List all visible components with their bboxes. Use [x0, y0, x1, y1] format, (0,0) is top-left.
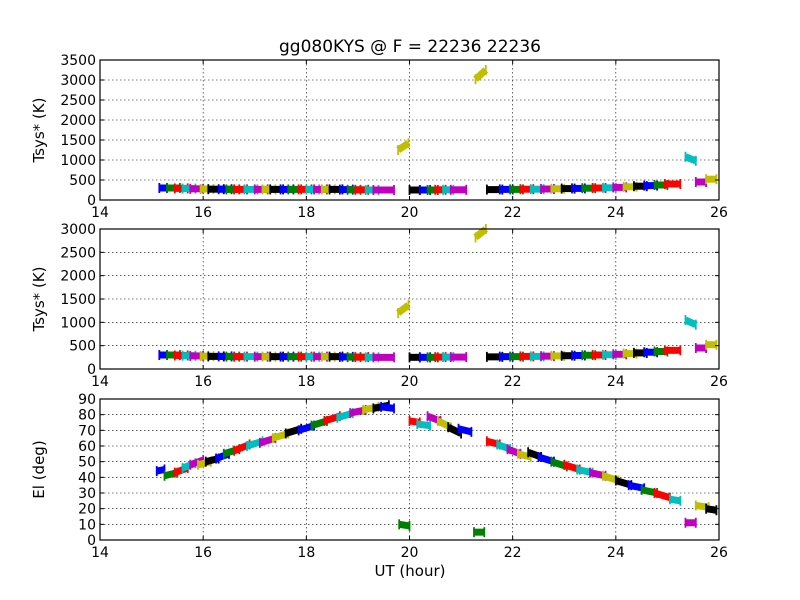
- data-segment: [156, 466, 166, 475]
- data-segment: [669, 495, 681, 505]
- y-tick-label: 70: [78, 423, 96, 439]
- data-segment: [473, 226, 489, 241]
- x-tick-label: 22: [504, 545, 522, 561]
- y-tick-label: 1000: [60, 315, 96, 331]
- data-segment: [380, 403, 395, 412]
- x-tick-label: 20: [401, 205, 419, 221]
- x-tick-label: 26: [710, 205, 728, 221]
- data-segment: [396, 140, 411, 153]
- x-tick-label: 24: [607, 545, 625, 561]
- data-segment: [473, 67, 489, 82]
- y-tick-label: 0: [87, 533, 96, 549]
- y-tick-label: 1500: [60, 292, 96, 308]
- panels: 14 16 18 20 22 24 2605001000150020002500300035…: [30, 53, 728, 561]
- x-tick-label: 22: [504, 374, 522, 390]
- y-tick-label: 1000: [60, 153, 96, 169]
- y-tick-label: 40: [78, 470, 96, 486]
- y-axis-label: Tsys* (K): [30, 267, 48, 333]
- chart-title: gg080KYS @ F = 22236 22236: [279, 37, 541, 57]
- data-segment: [457, 425, 473, 436]
- x-tick-label: 14: [91, 545, 109, 561]
- data-segment: [416, 420, 431, 430]
- y-tick-label: 30: [78, 486, 96, 502]
- x-axis-label: UT (hour): [375, 562, 446, 580]
- y-tick-label: 50: [78, 455, 96, 471]
- y-tick-label: 3500: [60, 53, 96, 69]
- x-tick-label: 16: [194, 545, 212, 561]
- y-tick-label: 2500: [60, 93, 96, 109]
- panel-2: 14 16 18 20 22 24 26 0 500 1000 1500 2000 2500 3000 Ts…: [30, 222, 728, 390]
- y-axis-label: El (deg): [30, 440, 48, 498]
- data-segment: [396, 302, 411, 316]
- x-tick-label: 20: [401, 545, 419, 561]
- data-segment: [705, 505, 717, 514]
- data-segment: [684, 153, 698, 165]
- x-tick-label: 20: [401, 374, 419, 390]
- y-tick-label: 90: [78, 392, 96, 408]
- y-tick-label: 3000: [60, 222, 96, 238]
- x-tick-label: 18: [297, 205, 315, 221]
- y-tick-label: 1500: [60, 133, 96, 149]
- y-tick-label: 60: [78, 439, 96, 455]
- y-axis-label: Tsys* (K): [30, 98, 48, 164]
- x-tick-label: 26: [710, 374, 728, 390]
- x-tick-label: 16: [194, 205, 212, 221]
- x-tick-label: 24: [607, 205, 625, 221]
- x-tick-label: 24: [607, 374, 625, 390]
- x-tick-label: 18: [297, 545, 315, 561]
- y-tick-label: 0: [87, 193, 96, 209]
- y-tick-label: 20: [78, 502, 96, 518]
- y-tick-label: 500: [69, 339, 96, 355]
- y-tick-label: 2500: [60, 245, 96, 261]
- y-tick-label: 10: [78, 517, 96, 533]
- data-segment: [653, 489, 672, 502]
- y-tick-label: 500: [69, 173, 96, 189]
- y-tick-label: 80: [78, 408, 96, 424]
- x-tick-label: 14: [91, 374, 109, 390]
- x-tick-label: 22: [504, 205, 522, 221]
- y-tick-label: 2000: [60, 269, 96, 285]
- x-tick-label: 16: [194, 374, 212, 390]
- x-tick-label: 14: [91, 205, 109, 221]
- y-tick-label: 3000: [60, 73, 96, 89]
- y-tick-label: 0: [87, 362, 96, 378]
- y-tick-label: 2000: [60, 113, 96, 129]
- data-segment: [398, 520, 411, 530]
- x-tick-label: 18: [297, 374, 315, 390]
- x-tick-label: 26: [710, 545, 728, 561]
- panel-1: 14 16 18 20 22 24 26 0 500 1000 1500 2000 2500 3000 35…: [30, 53, 728, 221]
- data-segment: [684, 316, 698, 328]
